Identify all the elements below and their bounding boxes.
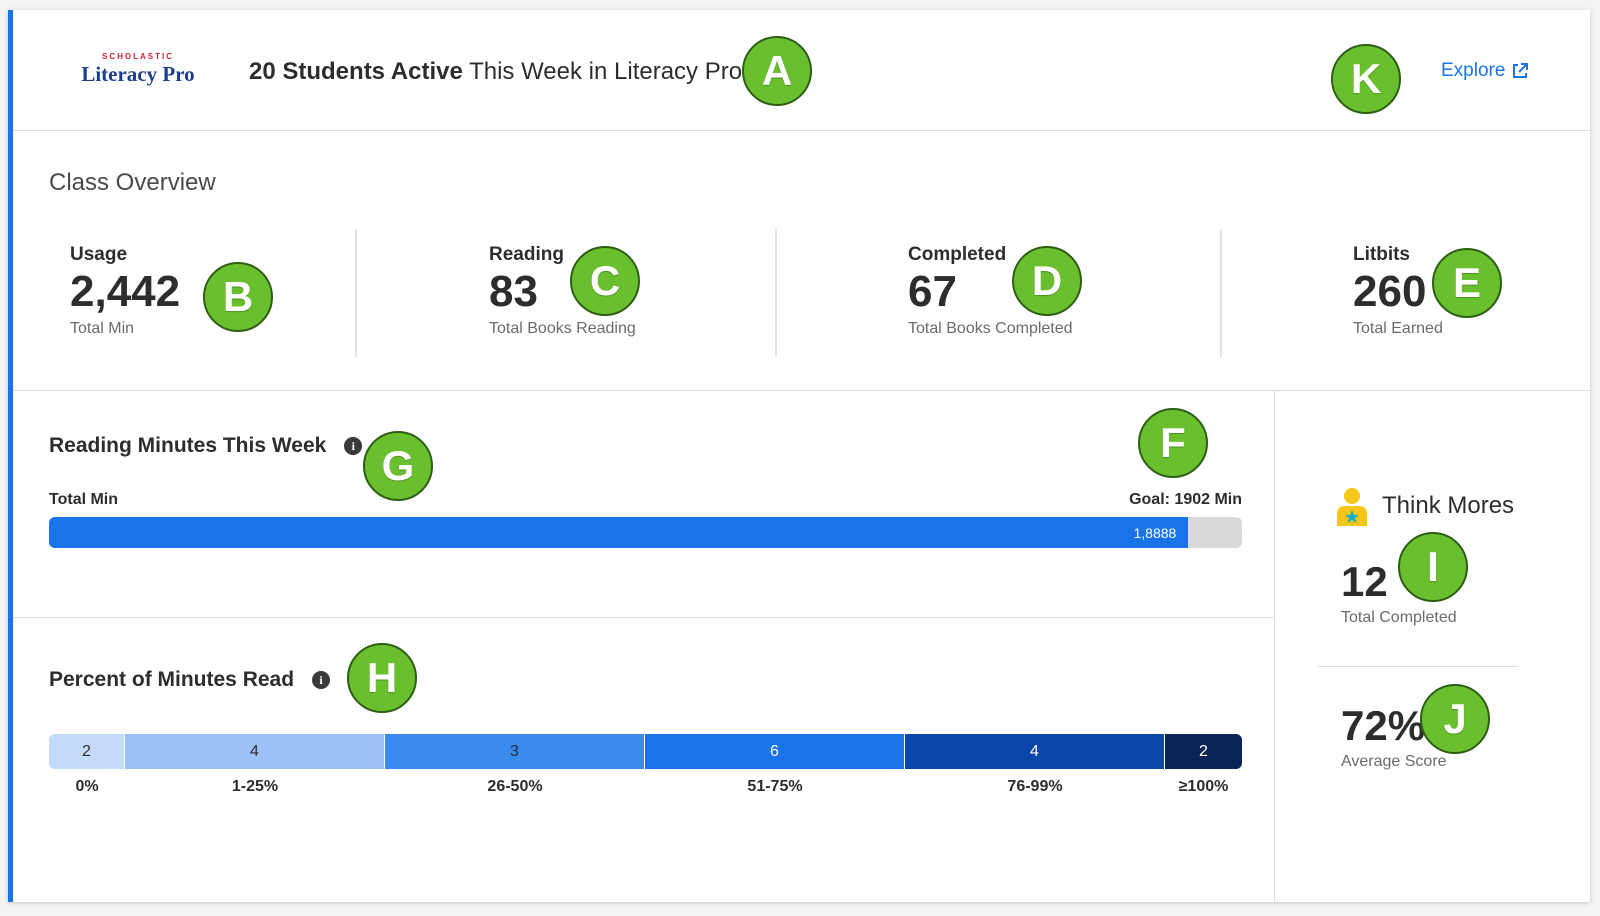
marker-e: E xyxy=(1432,248,1502,318)
percent-segment-labels: 0% 1-25% 26-50% 51-75% 76-99% ≥100% xyxy=(49,778,1242,796)
explore-label: Explore xyxy=(1441,60,1506,81)
percent-segment-label: 1-25% xyxy=(231,778,279,795)
think-score-value: 72% xyxy=(1341,702,1426,749)
headline-rest: This Week in Literacy Pro xyxy=(462,58,743,85)
think-total-value: 12 xyxy=(1341,558,1388,605)
total-min-label: Total Min xyxy=(49,491,119,508)
info-icon[interactable]: i xyxy=(344,437,363,455)
marker-b: B xyxy=(203,262,273,332)
reading-progress-value: 1,8888 xyxy=(1133,524,1177,541)
goal-label: Goal: 1902 Min xyxy=(1129,491,1242,508)
literacy-pro-logo: SCHOLASTIC Literacy Pro xyxy=(68,52,208,87)
stat-label: Litbits xyxy=(1353,244,1410,265)
explore-link[interactable]: Explore xyxy=(1441,60,1529,82)
stat-value: 2,442 xyxy=(70,267,181,316)
percent-segment-label: 76-99% xyxy=(1007,778,1063,795)
info-icon[interactable]: i xyxy=(312,671,331,689)
reading-progress-track: 1,8888 xyxy=(49,517,1242,548)
marker-j: J xyxy=(1420,684,1490,754)
percent-segment: 4 xyxy=(125,734,385,769)
percent-segment-label: ≥100% xyxy=(1178,778,1229,795)
marker-f: F xyxy=(1138,408,1208,478)
percent-segment: 2 xyxy=(1165,734,1242,769)
external-link-icon xyxy=(1513,63,1529,78)
stat-sub: Total Books Reading xyxy=(489,320,636,337)
percent-segment-label: 26-50% xyxy=(487,778,543,795)
stat-sub: Total Earned xyxy=(1353,320,1443,337)
marker-k: K xyxy=(1331,44,1401,114)
percent-segment-label: 0% xyxy=(75,778,99,795)
reading-minutes-section: Reading Minutes This Week i Total Min Go… xyxy=(13,391,1275,618)
stat-value: 67 xyxy=(908,267,957,316)
percent-minutes-title: Percent of Minutes Read i xyxy=(49,668,331,692)
percent-segment: 6 xyxy=(645,734,905,769)
percent-segment-label: 51-75% xyxy=(747,778,803,795)
stat-litbits: Litbits 260 Total Earned xyxy=(1353,244,1443,338)
reading-minutes-title: Reading Minutes This Week i xyxy=(49,434,363,458)
divider xyxy=(1318,666,1518,667)
header: SCHOLASTIC Literacy Pro 20 Students Acti… xyxy=(13,10,1590,131)
marker-a: A xyxy=(742,36,812,106)
marker-i: I xyxy=(1398,532,1468,602)
marker-c: C xyxy=(570,246,640,316)
logo-product-text: Literacy Pro xyxy=(81,62,195,86)
percent-segment: 3 xyxy=(385,734,645,769)
percent-segment: 2 xyxy=(49,734,125,769)
think-average-score: 72% Average Score xyxy=(1341,703,1447,771)
stat-label: Completed xyxy=(908,244,1007,265)
dashboard-card: SCHOLASTIC Literacy Pro 20 Students Acti… xyxy=(8,10,1590,902)
page-headline: 20 Students Active This Week in Literacy… xyxy=(249,58,742,86)
divider xyxy=(1220,229,1222,357)
marker-g: G xyxy=(363,431,433,501)
headline-active-count: 20 Students Active xyxy=(249,58,463,85)
class-overview-title: Class Overview xyxy=(49,169,216,196)
think-total-completed: 12 Total Completed xyxy=(1341,559,1457,627)
class-overview: Class Overview Usage 2,442 Total Min Rea… xyxy=(13,131,1590,391)
think-score-sub: Average Score xyxy=(1341,753,1447,770)
stat-reading: Reading 83 Total Books Reading xyxy=(489,244,636,338)
stat-label: Usage xyxy=(70,244,128,265)
stat-value: 83 xyxy=(489,267,538,316)
marker-h: H xyxy=(347,643,417,713)
stat-usage: Usage 2,442 Total Min xyxy=(70,244,180,338)
stat-value: 260 xyxy=(1353,267,1427,316)
think-mores-header: Think Mores xyxy=(1336,486,1514,526)
think-mores-panel: Think Mores 12 Total Completed 72% Avera… xyxy=(1276,391,1590,902)
stat-sub: Total Books Completed xyxy=(908,320,1073,337)
marker-d: D xyxy=(1012,246,1082,316)
logo-brand-text: SCHOLASTIC xyxy=(102,52,174,61)
percent-segment: 4 xyxy=(905,734,1165,769)
stat-label: Reading xyxy=(489,244,564,265)
think-total-sub: Total Completed xyxy=(1341,609,1457,626)
stat-completed: Completed 67 Total Books Completed xyxy=(908,244,1073,338)
reading-progress-fill: 1,8888 xyxy=(49,517,1189,548)
person-star-icon xyxy=(1337,488,1367,526)
stat-sub: Total Min xyxy=(70,320,135,337)
divider xyxy=(775,229,777,357)
divider xyxy=(355,229,357,357)
reading-bar-labels: Total Min Goal: 1902 Min xyxy=(49,491,1242,509)
percent-minutes-title-text: Percent of Minutes Read xyxy=(49,668,295,691)
think-mores-title: Think Mores xyxy=(1382,492,1515,519)
reading-minutes-title-text: Reading Minutes This Week xyxy=(49,434,327,457)
